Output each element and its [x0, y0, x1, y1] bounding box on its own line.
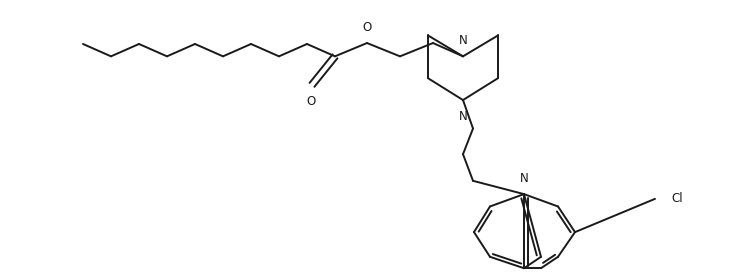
Text: N: N: [459, 34, 467, 47]
Text: O: O: [362, 21, 372, 34]
Text: Cl: Cl: [672, 192, 683, 205]
Text: O: O: [306, 95, 316, 108]
Text: N: N: [459, 110, 467, 123]
Text: N: N: [519, 172, 528, 185]
